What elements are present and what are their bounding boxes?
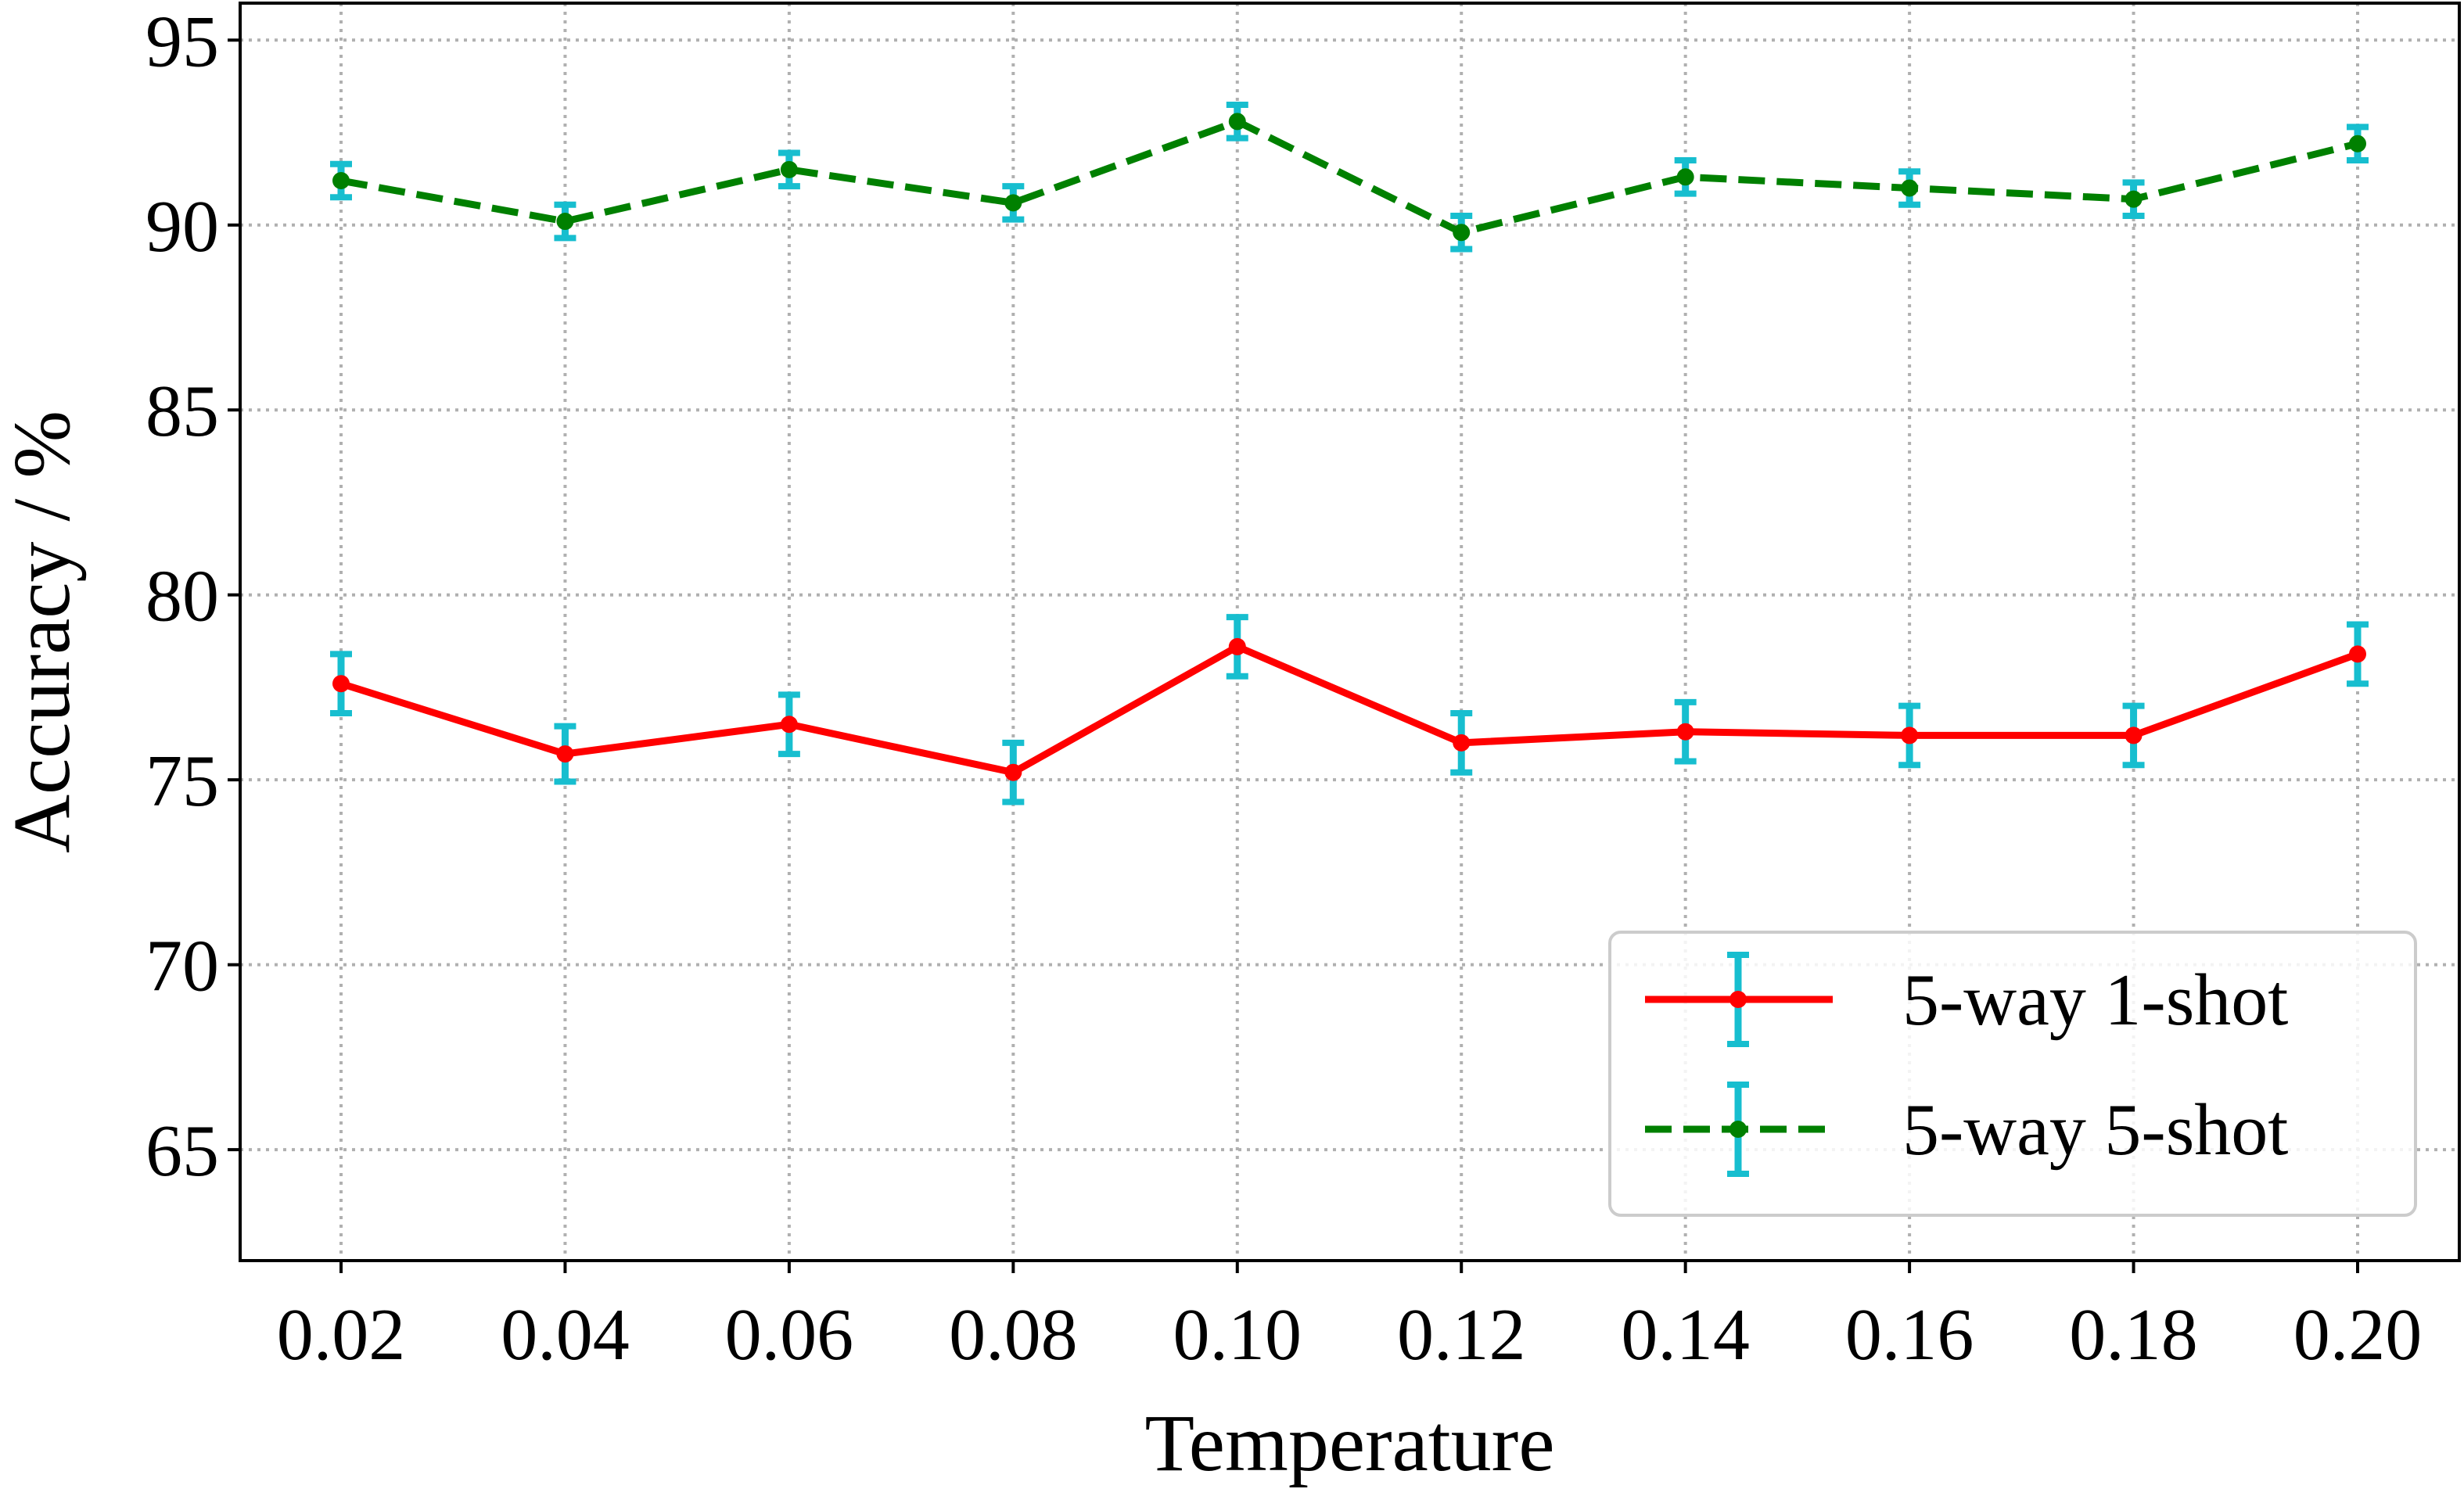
data-point — [332, 172, 350, 190]
data-point — [1901, 179, 1919, 197]
x-tick-label: 0.02 — [277, 1294, 406, 1376]
data-point — [2349, 645, 2366, 663]
data-point — [332, 675, 350, 693]
series-layer — [330, 102, 2369, 805]
y-tick-label: 95 — [145, 1, 219, 82]
data-point — [1676, 723, 1694, 741]
x-tick-label: 0.08 — [949, 1294, 1078, 1376]
x-tick-label: 0.18 — [2069, 1294, 2198, 1376]
legend-marker — [1729, 991, 1747, 1008]
x-tick-label: 0.04 — [501, 1294, 630, 1376]
x-axis-title: Temperature — [1145, 1398, 1555, 1488]
y-tick-label: 70 — [145, 926, 219, 1007]
data-point — [1676, 168, 1694, 186]
x-tick-label: 0.14 — [1621, 1294, 1750, 1376]
x-tick-label: 0.10 — [1173, 1294, 1302, 1376]
legend-label: 5-way 5-shot — [1902, 1089, 2288, 1171]
data-point — [556, 213, 574, 231]
ticks: 0.02 0.04 0.06 0.08 0.10 0.12 0.14 0.16 0.18 0.20… — [145, 1, 2422, 1376]
data-point — [2349, 135, 2366, 152]
y-tick-label: 80 — [145, 556, 219, 637]
legend-label: 5-way 1-shot — [1902, 960, 2288, 1041]
data-point — [1453, 224, 1471, 242]
series-line — [339, 643, 2359, 777]
data-point — [1004, 763, 1022, 781]
data-point — [1228, 637, 1246, 655]
x-tick-label: 0.12 — [1397, 1294, 1526, 1376]
data-point — [1453, 734, 1471, 752]
legend-item: 5-way 5-shot — [1645, 1082, 2288, 1177]
y-tick-label: 65 — [145, 1110, 219, 1192]
x-tick-label: 0.16 — [1845, 1294, 1974, 1376]
data-point — [2125, 726, 2143, 744]
y-axis-title: Accuracy / % — [0, 411, 87, 853]
y-tick-label: 90 — [145, 186, 219, 267]
data-point — [2125, 190, 2143, 208]
x-tick-label: 0.06 — [725, 1294, 854, 1376]
y-tick-label: 75 — [145, 741, 219, 822]
series-2 — [330, 102, 2369, 253]
data-point — [556, 745, 574, 763]
x-tick-label: 0.20 — [2293, 1294, 2423, 1376]
y-tick-label: 85 — [145, 371, 219, 452]
data-point — [780, 160, 798, 178]
data-point — [1004, 194, 1022, 212]
data-point — [780, 716, 798, 734]
series-1 — [330, 614, 2369, 805]
legend-marker — [1729, 1121, 1747, 1138]
data-point — [1228, 113, 1246, 131]
series-line — [340, 117, 2359, 236]
legend: 5-way 1-shot 5-way 5-shot — [1608, 931, 2417, 1217]
data-point — [1901, 726, 1919, 744]
legend-item: 5-way 1-shot — [1645, 952, 2288, 1047]
plot-frame — [239, 2, 2461, 1262]
